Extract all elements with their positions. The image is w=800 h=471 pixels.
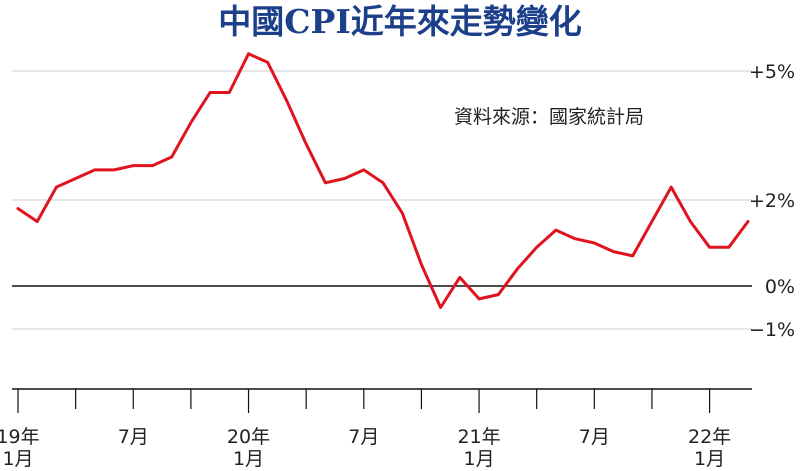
data-point [727, 246, 730, 249]
x-tick-label: 1月 [233, 448, 264, 470]
x-tick-label: 21年 [457, 426, 500, 448]
data-point [208, 91, 212, 94]
source-label: 資料來源：國家統計局 [454, 106, 644, 128]
data-point [285, 99, 289, 103]
data-point [112, 168, 116, 172]
chart-title: 中國CPI近年來走勢變化 [218, 2, 582, 41]
data-point [16, 207, 20, 210]
x-tick-label: 1月 [464, 448, 495, 470]
data-point [228, 91, 231, 94]
data-point [401, 211, 404, 215]
x-tick-label: 20年 [227, 426, 270, 448]
data-point [170, 155, 173, 159]
x-tick-label: 1月 [2, 448, 33, 470]
series-layer [16, 52, 750, 309]
data-point [631, 254, 634, 258]
data-point [420, 263, 423, 266]
data-point [554, 228, 558, 232]
data-point [497, 293, 500, 296]
x-tick-label: 7月 [348, 426, 379, 448]
data-point [458, 276, 462, 279]
data-point [439, 306, 442, 309]
data-point [381, 181, 385, 184]
data-point [535, 246, 538, 249]
data-point [266, 61, 269, 64]
y-tick-label: +2% [749, 190, 795, 212]
data-point [516, 267, 519, 270]
y-tick-label: −1% [749, 319, 795, 341]
data-point [343, 177, 346, 180]
data-point [151, 164, 154, 167]
data-point [55, 185, 58, 189]
x-tick-label: 7月 [118, 426, 149, 448]
data-point [573, 237, 577, 240]
data-point [189, 121, 193, 124]
data-point [612, 250, 615, 253]
data-point [74, 177, 77, 180]
x-axis [12, 388, 752, 413]
y-tick-label: +5% [749, 61, 795, 83]
data-point [36, 220, 39, 223]
data-point [132, 164, 135, 167]
x-tick-label: 1月 [694, 448, 725, 470]
data-point [708, 246, 711, 249]
data-point [477, 297, 481, 301]
data-point [650, 220, 654, 223]
data-point [304, 142, 308, 146]
data-point [362, 168, 365, 172]
data-point [669, 185, 673, 189]
data-point [247, 52, 250, 55]
gridlines [12, 70, 752, 330]
data-point [93, 168, 97, 172]
x-tick-label: 7月 [579, 426, 610, 448]
cpi-series-line [16, 52, 750, 309]
x-tick-label: 19年 [0, 426, 40, 448]
y-tick-label: 0% [765, 276, 795, 298]
data-point [746, 220, 750, 223]
data-point [593, 241, 596, 245]
data-point [324, 181, 327, 184]
x-tick-label: 22年 [688, 426, 731, 448]
data-point [689, 220, 692, 223]
